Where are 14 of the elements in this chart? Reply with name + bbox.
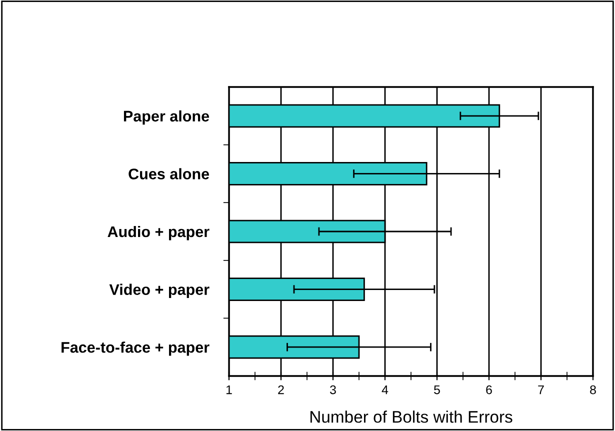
x-tick-label: 4 (382, 385, 388, 394)
x-tick-label: 1 (226, 385, 232, 394)
x-tick-label: 6 (486, 385, 492, 394)
x-tick-label: 3 (330, 385, 336, 394)
x-tick-label: 7 (538, 385, 544, 394)
y-tick-label: Face-to-face + paper (62, 342, 210, 356)
y-tick-label: Audio + paper (108, 226, 210, 240)
x-tick-label: 2 (278, 385, 284, 394)
y-tick-label: Paper alone (124, 110, 210, 125)
y-tick-label: Cues alone (128, 168, 210, 180)
x-axis-title: Number of Bolts with Errors (310, 410, 512, 423)
x-tick-label: 5 (434, 385, 440, 394)
x-tick-label: 8 (590, 385, 596, 394)
y-tick-label: Video + paper (109, 284, 210, 298)
